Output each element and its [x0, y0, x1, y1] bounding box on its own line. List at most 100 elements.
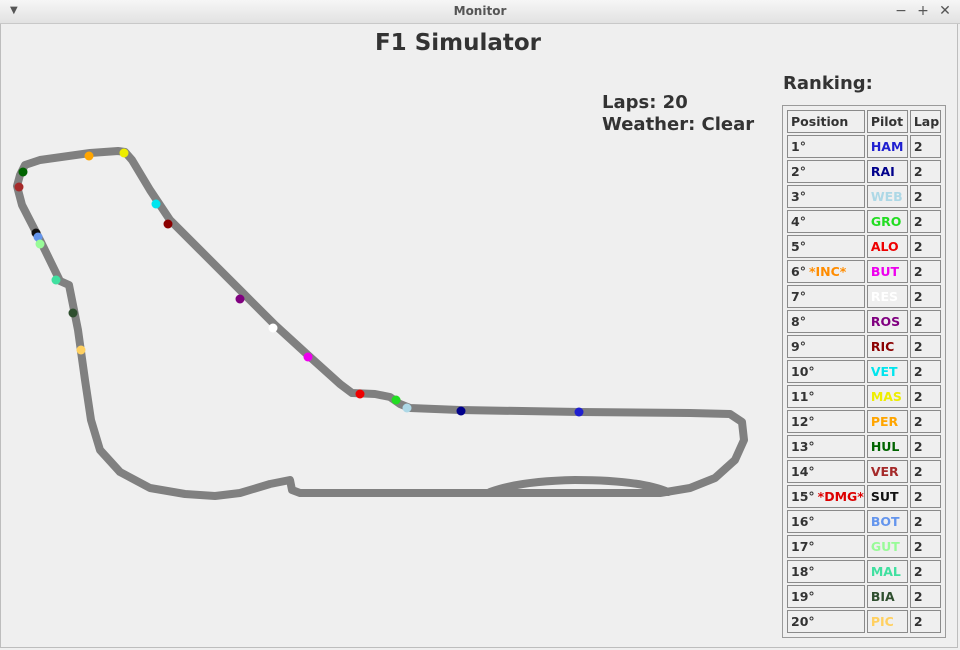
lap-cell: 2: [909, 260, 941, 283]
position-cell: 15° *DMG*: [787, 485, 865, 508]
position-value: 20°: [791, 614, 815, 629]
car-vet: [151, 199, 161, 209]
position-cell: 5°: [787, 235, 865, 258]
window-title: Monitor: [453, 4, 507, 18]
weather-label: Weather: Clear: [602, 114, 755, 135]
position-value: 11°: [791, 389, 815, 404]
position-cell: 12°: [787, 410, 865, 433]
ranking-table-container: Position Pilot Lap 1° HAM 2 2° RAI 2 3° WEB 2 4° G…: [782, 105, 946, 638]
table-row: 2° RAI 2: [787, 160, 941, 183]
position-cell: 16°: [787, 510, 865, 533]
car-but: [303, 352, 313, 362]
race-info: Laps: 20 Weather: Clear: [602, 92, 754, 136]
car-gro: [391, 395, 401, 405]
position-cell: 4°: [787, 210, 865, 233]
pilot-cell: RIC: [866, 335, 908, 358]
pilot-cell: BUT: [866, 260, 908, 283]
position-value: 8°: [791, 314, 806, 329]
pilot-cell: ROS: [866, 310, 908, 333]
position-cell: 10°: [787, 360, 865, 383]
position-cell: 8°: [787, 310, 865, 333]
pilot-cell: SUT: [866, 485, 908, 508]
header-lap: Lap: [909, 110, 941, 133]
lap-cell: 2: [909, 585, 941, 608]
pilot-cell: MAS: [866, 385, 908, 408]
lap-cell: 2: [909, 135, 941, 158]
position-value: 15°: [791, 489, 815, 504]
app-title: F1 Simulator: [374, 30, 542, 56]
track-outline: [13, 147, 748, 500]
lap-cell: 2: [909, 435, 941, 458]
table-row: 14° VER 2: [787, 460, 941, 483]
pilot-cell: GUT: [866, 535, 908, 558]
position-cell: 13°: [787, 435, 865, 458]
car-ric: [163, 219, 173, 229]
status-flag: *DMG*: [817, 489, 864, 504]
pilot-cell: MAL: [866, 560, 908, 583]
position-cell: 2°: [787, 160, 865, 183]
table-row: 20° PIC 2: [787, 610, 941, 633]
maximize-icon[interactable]: +: [917, 3, 929, 19]
lap-cell: 2: [909, 385, 941, 408]
window-menu-icon[interactable]: ▼: [10, 5, 18, 16]
position-cell: 20°: [787, 610, 865, 633]
pilot-cell: HAM: [866, 135, 908, 158]
pilot-cell: VER: [866, 460, 908, 483]
lap-cell: 2: [909, 210, 941, 233]
car-mas: [119, 148, 129, 158]
ranking-table: Position Pilot Lap 1° HAM 2 2° RAI 2 3° WEB 2 4° G…: [785, 108, 943, 635]
ranking-header-row: Position Pilot Lap: [787, 110, 941, 133]
table-row: 18° MAL 2: [787, 560, 941, 583]
position-value: 1°: [791, 139, 806, 154]
position-cell: 9°: [787, 335, 865, 358]
table-row: 13° HUL 2: [787, 435, 941, 458]
table-row: 1° HAM 2: [787, 135, 941, 158]
table-row: 19° BIA 2: [787, 585, 941, 608]
car-mal: [51, 275, 61, 285]
window-titlebar: ▼ Monitor − + ✕: [0, 0, 960, 24]
table-row: 11° MAS 2: [787, 385, 941, 408]
car-per: [84, 151, 94, 161]
close-icon[interactable]: ✕: [939, 3, 951, 19]
car-hul: [18, 167, 28, 177]
minimize-icon[interactable]: −: [895, 3, 907, 19]
ranking-title: Ranking:: [783, 73, 873, 94]
pilot-cell: WEB: [866, 185, 908, 208]
car-gut: [35, 239, 45, 249]
position-cell: 17°: [787, 535, 865, 558]
table-row: 10° VET 2: [787, 360, 941, 383]
car-bia: [68, 308, 78, 318]
position-value: 19°: [791, 589, 815, 604]
status-flag: *INC*: [808, 264, 847, 279]
pilot-cell: PER: [866, 410, 908, 433]
position-value: 5°: [791, 239, 806, 254]
lap-cell: 2: [909, 235, 941, 258]
table-row: 15° *DMG* SUT 2: [787, 485, 941, 508]
lap-cell: 2: [909, 335, 941, 358]
pilot-cell: GRO: [866, 210, 908, 233]
position-value: 17°: [791, 539, 815, 554]
car-bot: [33, 232, 43, 242]
table-row: 7° RES 2: [787, 285, 941, 308]
car-pic: [76, 345, 86, 355]
position-value: 4°: [791, 214, 806, 229]
position-cell: 11°: [787, 385, 865, 408]
table-row: 6° *INC* BUT 2: [787, 260, 941, 283]
lap-cell: 2: [909, 410, 941, 433]
pilot-cell: RAI: [866, 160, 908, 183]
position-value: 14°: [791, 464, 815, 479]
car-rai: [456, 406, 466, 416]
table-row: 4° GRO 2: [787, 210, 941, 233]
car-web: [402, 403, 412, 413]
table-row: 12° PER 2: [787, 410, 941, 433]
position-value: 12°: [791, 414, 815, 429]
table-row: 3° WEB 2: [787, 185, 941, 208]
car-ver: [14, 182, 24, 192]
pilot-cell: BIA: [866, 585, 908, 608]
lap-cell: 2: [909, 610, 941, 633]
position-value: 7°: [791, 289, 806, 304]
position-cell: 18°: [787, 560, 865, 583]
pilot-cell: PIC: [866, 610, 908, 633]
position-cell: 1°: [787, 135, 865, 158]
race-track: [13, 147, 748, 500]
